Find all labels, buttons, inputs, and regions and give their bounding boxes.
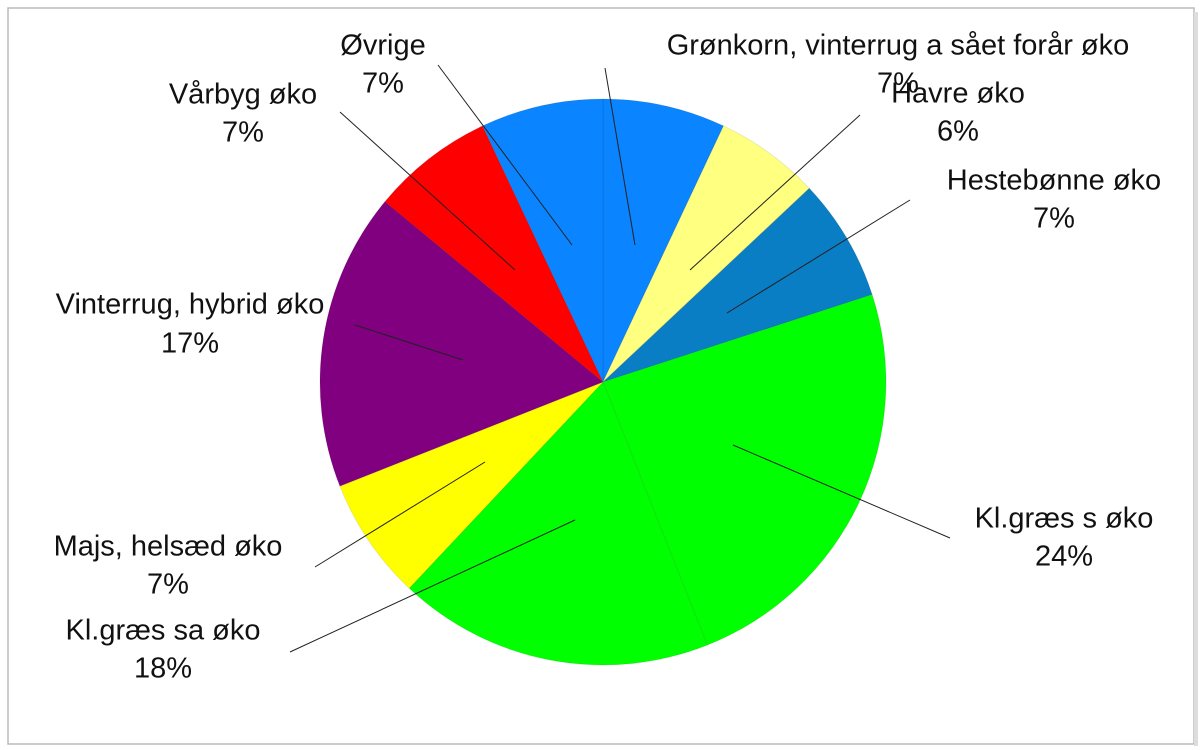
slice-label: Hestebønne øko bbox=[947, 165, 1161, 197]
leader-line bbox=[289, 519, 576, 653]
leader-line bbox=[689, 114, 861, 271]
pie-slice bbox=[602, 293, 887, 646]
leader-line bbox=[726, 199, 911, 314]
slice-label: Øvrige bbox=[340, 30, 425, 62]
slice-label: Majs, helsæd øko bbox=[54, 531, 283, 563]
pie-slice bbox=[602, 187, 873, 383]
pie-slice bbox=[384, 125, 604, 383]
pie-slice bbox=[319, 200, 604, 487]
slice-value-label: 7% bbox=[222, 117, 264, 149]
pie-slice bbox=[602, 98, 725, 383]
slice-label: Kl.græs sa øko bbox=[66, 615, 261, 647]
slice-label: Havre øko bbox=[891, 78, 1025, 110]
pie-slice bbox=[339, 381, 604, 590]
slice-label: Kl.græs s øko bbox=[975, 503, 1154, 535]
slice-value-label: 7% bbox=[362, 68, 404, 100]
slice-value-label: 6% bbox=[937, 116, 979, 148]
slice-value-label: 7% bbox=[877, 68, 919, 100]
leader-line bbox=[354, 324, 464, 361]
leader-line bbox=[604, 67, 636, 246]
slice-value-label: 17% bbox=[161, 328, 219, 360]
slice-value-label: 24% bbox=[1035, 541, 1093, 573]
pie-slice bbox=[481, 98, 604, 383]
pie-slice bbox=[408, 381, 708, 666]
slice-label: Vårbyg øko bbox=[169, 79, 317, 111]
slice-label: Vinterrug, hybrid øko bbox=[56, 289, 325, 321]
leader-line bbox=[437, 64, 573, 246]
slice-value-label: 18% bbox=[134, 653, 192, 685]
pie-slice bbox=[602, 125, 811, 383]
leader-line bbox=[732, 444, 951, 539]
leader-line bbox=[314, 461, 486, 568]
slice-label: Grønkorn, vinterrug a sået forår øko bbox=[667, 30, 1130, 62]
leader-line bbox=[339, 111, 516, 271]
slice-value-label: 7% bbox=[1033, 203, 1075, 235]
slice-value-label: 7% bbox=[147, 569, 189, 601]
